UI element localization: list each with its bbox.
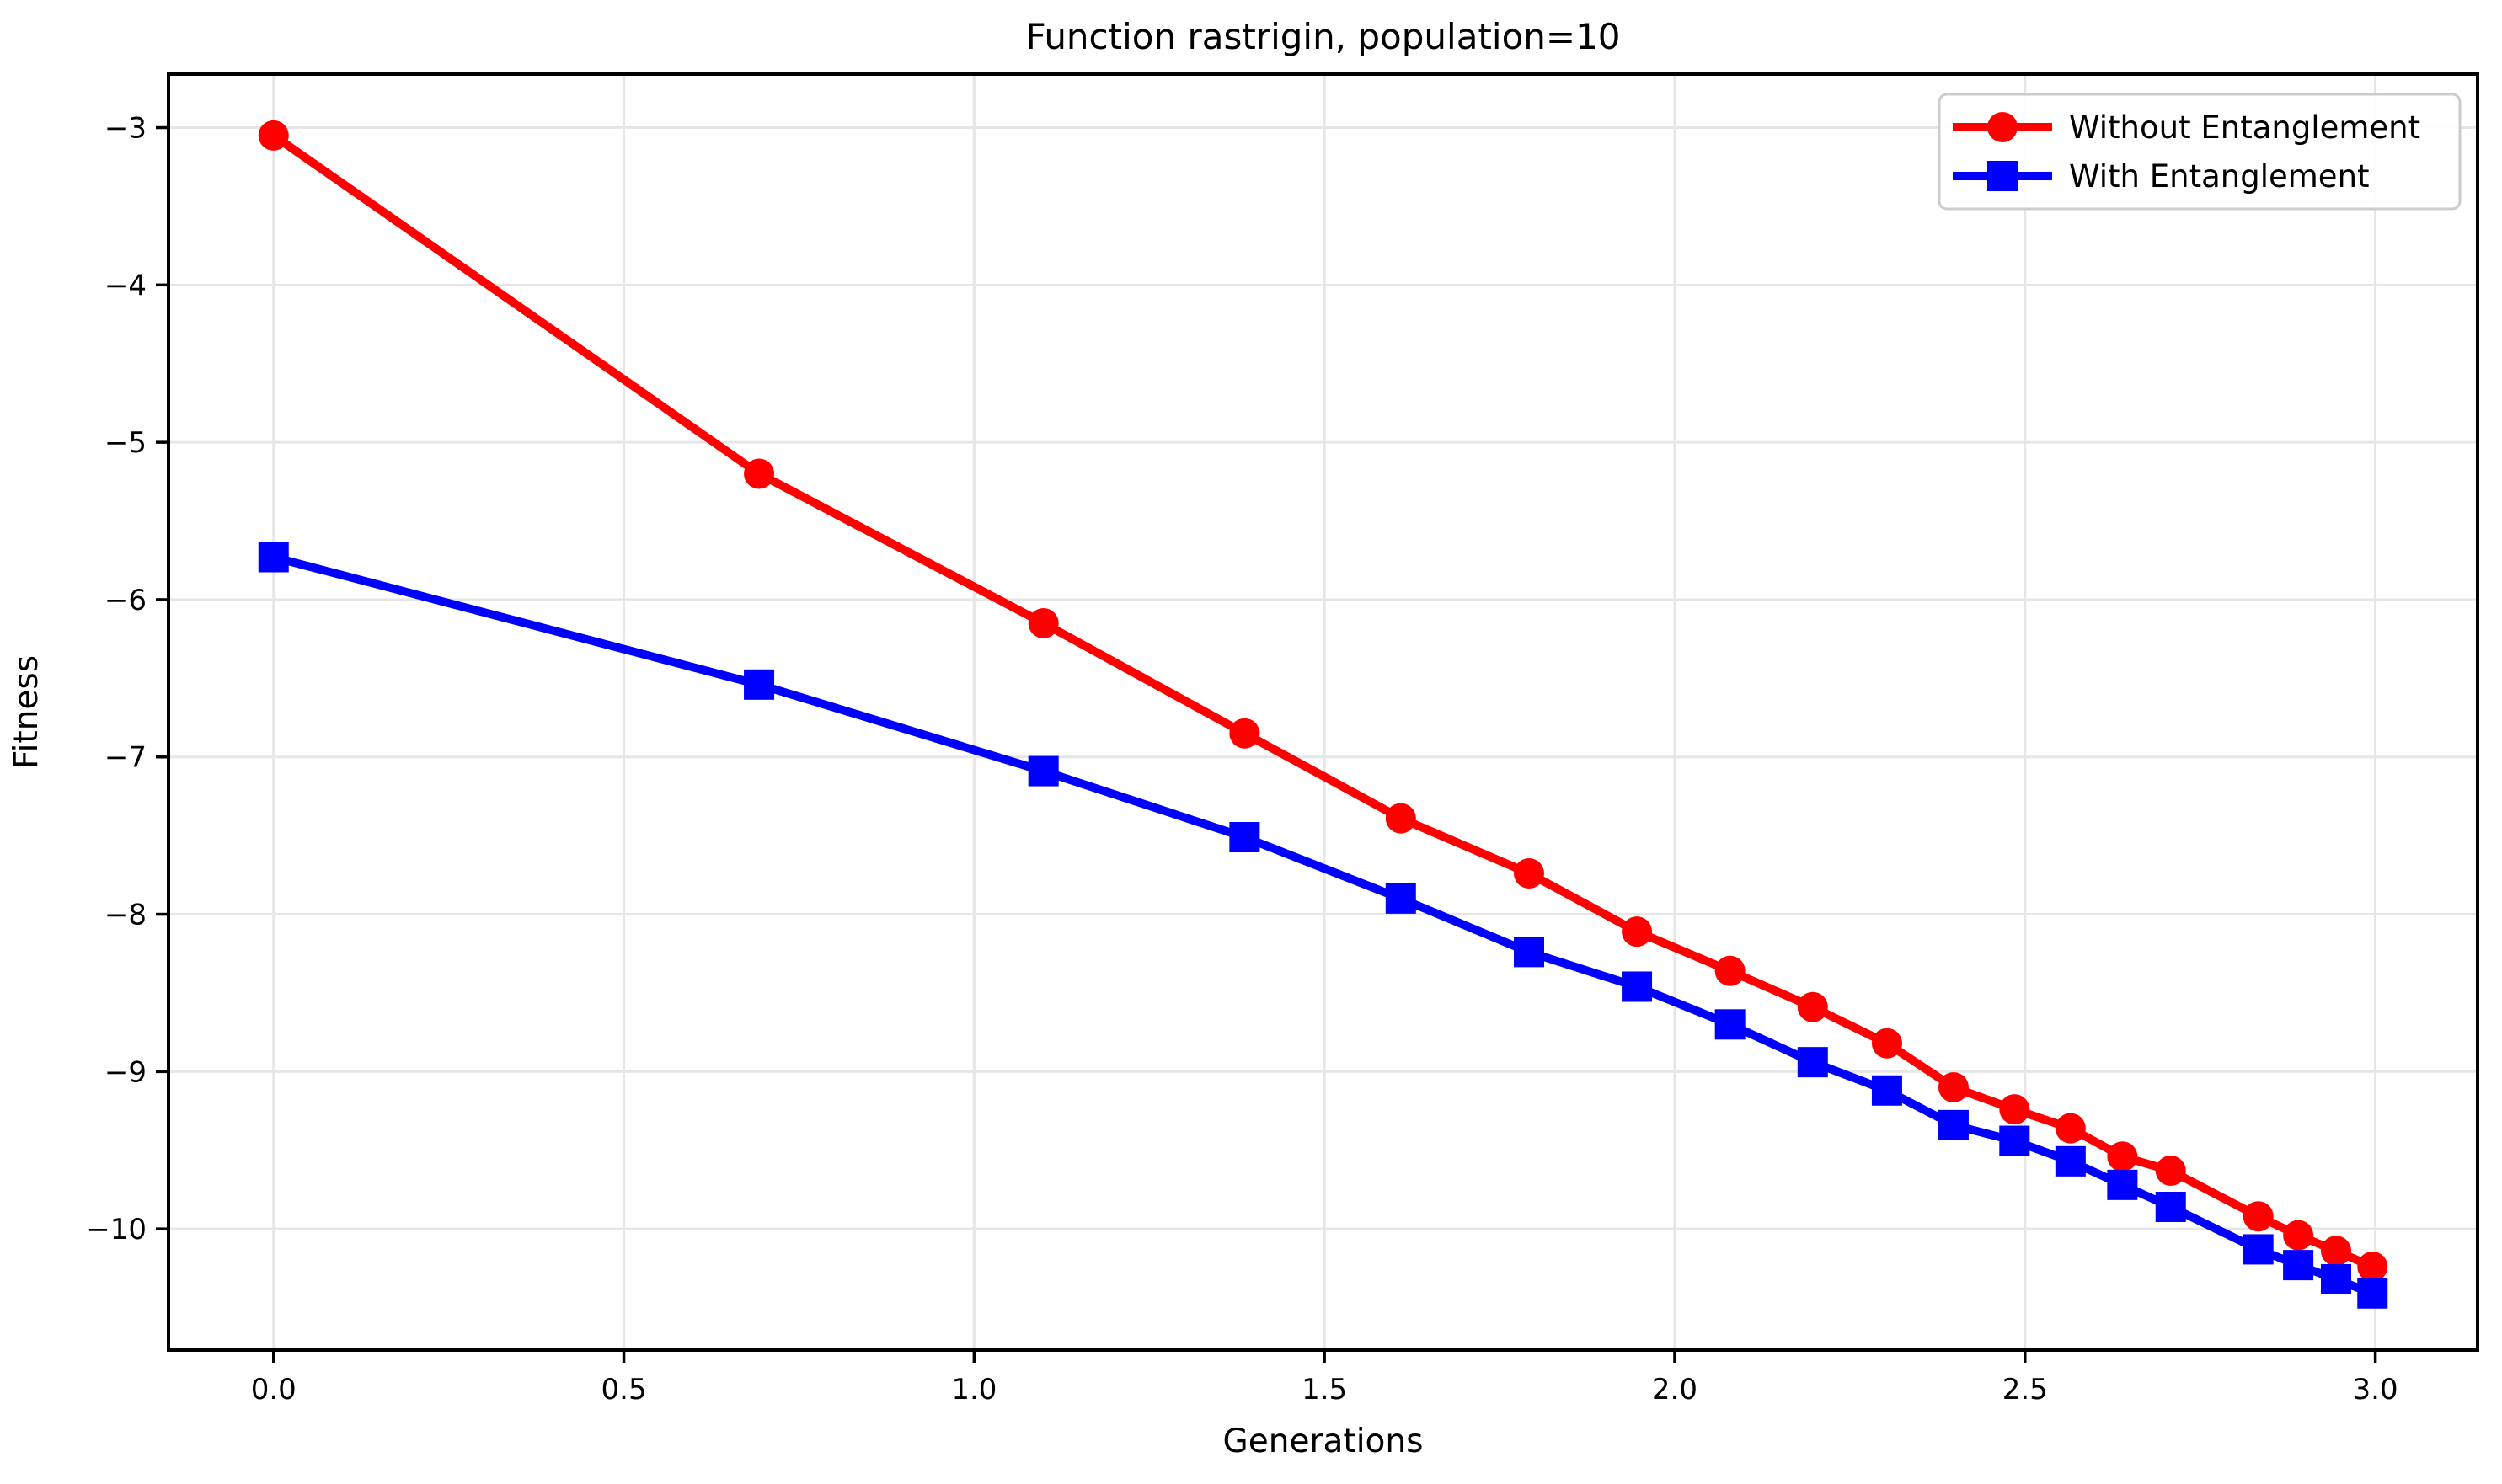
data-point-marker — [258, 542, 289, 573]
data-point-marker — [744, 458, 775, 489]
data-point-marker — [1622, 971, 1653, 1002]
data-point-marker — [1871, 1028, 1902, 1059]
data-point-marker — [1622, 916, 1653, 948]
data-point-marker — [2321, 1236, 2352, 1267]
data-point-marker — [2107, 1141, 2138, 1172]
data-point-marker — [1028, 607, 1059, 638]
legend-circle-marker-icon — [1987, 112, 2018, 142]
data-point-marker — [1999, 1125, 2030, 1156]
data-point-marker — [2055, 1145, 2086, 1177]
data-point-marker — [1938, 1109, 1969, 1140]
series-square — [258, 542, 2388, 1309]
data-point-marker — [1871, 1075, 1902, 1106]
legend-box — [1938, 93, 2462, 211]
series-circle — [258, 120, 2388, 1282]
legend: Without Entanglement With Entanglement — [1938, 93, 2462, 211]
data-point-marker — [2107, 1169, 2138, 1200]
y-axis-label: Fitness — [8, 655, 45, 769]
data-point-marker — [1714, 955, 1746, 986]
data-point-marker — [258, 120, 289, 151]
legend-item-label: With Entanglement — [2069, 158, 2370, 195]
data-point-marker — [1385, 883, 1416, 914]
data-point-marker — [1714, 1009, 1746, 1040]
data-point-marker — [1229, 822, 1260, 853]
data-series — [258, 120, 2388, 1309]
y-tick-label: −6 — [104, 584, 147, 617]
x-tick-label: 2.0 — [1652, 1373, 1697, 1407]
data-point-marker — [2321, 1263, 2352, 1294]
x-tick-label: 1.0 — [951, 1373, 997, 1407]
data-point-marker — [2155, 1192, 2186, 1223]
chart-title: Function rastrigin, population=10 — [1025, 16, 1620, 57]
data-point-marker — [1513, 857, 1544, 889]
x-axis-label: Generations — [1223, 1423, 1424, 1460]
data-point-marker — [2283, 1220, 2314, 1251]
y-tick-label: −10 — [86, 1213, 147, 1246]
data-point-marker — [1797, 1047, 1828, 1078]
y-tick-label: −9 — [104, 1055, 147, 1089]
gridlines — [168, 74, 2478, 1350]
data-point-marker — [2283, 1250, 2314, 1281]
data-point-marker — [1999, 1094, 2030, 1125]
x-tick-label: 3.0 — [2353, 1373, 2398, 1407]
y-tick-label: −7 — [104, 741, 147, 775]
legend-item: Without Entanglement — [1953, 109, 2420, 146]
data-point-marker — [2055, 1113, 2086, 1144]
data-point-marker — [2357, 1278, 2388, 1309]
data-point-marker — [2357, 1251, 2388, 1282]
axis-ticks: 0.0 0.5 1.0 1.5 2.0 2.5 3.0 −3 −4 −5 −6 −7 −8 −9 −10 — [86, 112, 2398, 1407]
data-point-marker — [1229, 718, 1260, 749]
x-tick-label: 1.5 — [1302, 1373, 1347, 1407]
x-tick-label: 0.5 — [601, 1373, 647, 1407]
data-point-marker — [1938, 1072, 1969, 1103]
y-tick-label: −3 — [104, 112, 147, 146]
data-point-marker — [1028, 755, 1059, 787]
x-tick-label: 2.5 — [2002, 1373, 2048, 1407]
data-point-marker — [1513, 937, 1544, 968]
legend-item: With Entanglement — [1953, 158, 2370, 195]
y-tick-label: −5 — [104, 426, 147, 460]
y-tick-label: −4 — [104, 269, 147, 302]
data-point-marker — [2243, 1234, 2274, 1265]
x-tick-label: 0.0 — [251, 1373, 297, 1407]
data-point-marker — [1797, 991, 1828, 1022]
legend-square-marker-icon — [1987, 161, 2018, 191]
data-point-marker — [1385, 803, 1416, 834]
data-point-marker — [2155, 1156, 2186, 1187]
data-point-marker — [744, 669, 775, 700]
legend-item-label: Without Entanglement — [2069, 109, 2420, 146]
data-point-marker — [2243, 1201, 2274, 1232]
y-tick-label: −8 — [104, 899, 147, 932]
